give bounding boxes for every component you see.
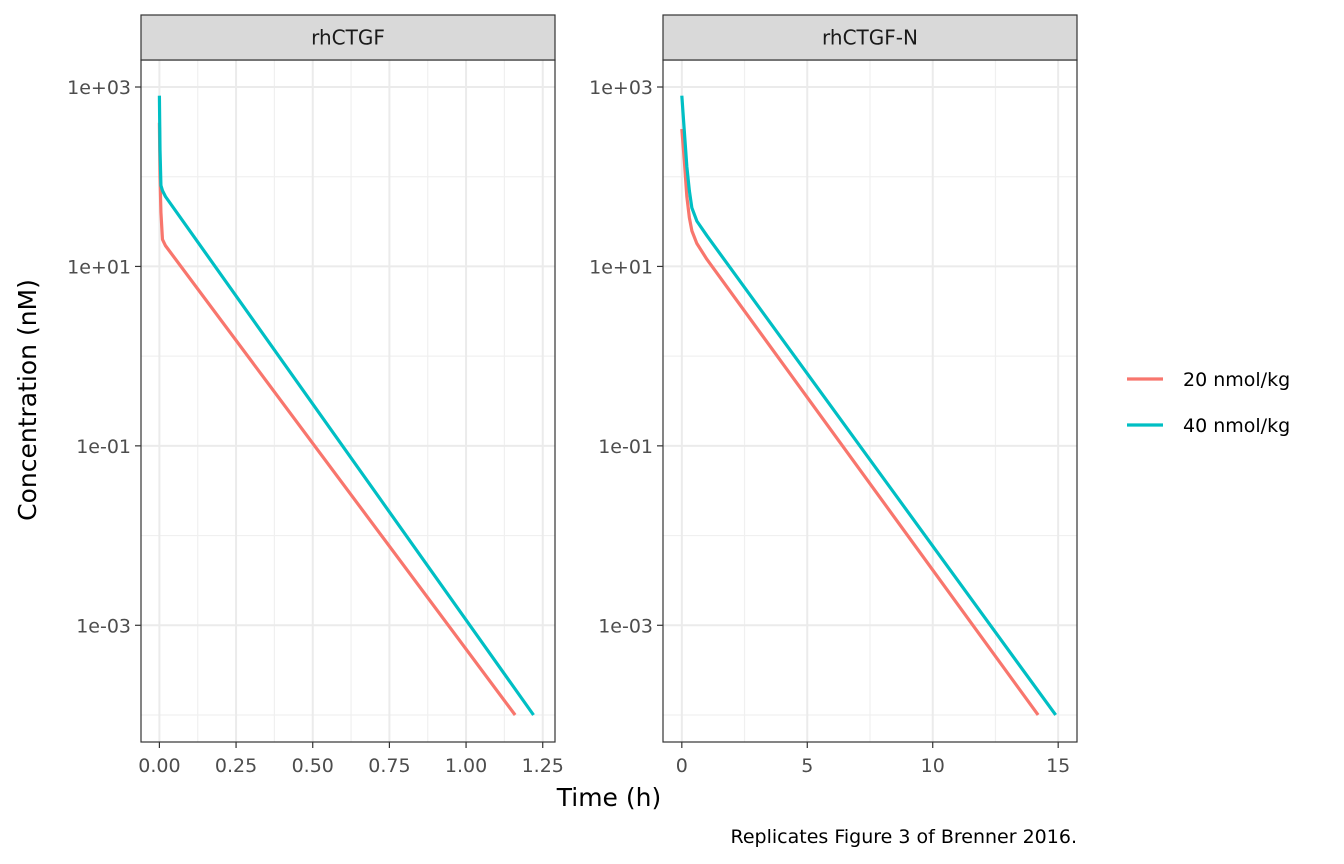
y-tick-label: 1e-03 <box>598 615 653 637</box>
caption: Replicates Figure 3 of Brenner 2016. <box>731 826 1078 848</box>
series-line <box>680 128 1040 716</box>
series-line <box>157 95 535 716</box>
facet-panel-1: rhCTGF-N 1e+03 1e+01 1e-01 1e-03 0 5 10 15 <box>589 14 1078 777</box>
y-axis-title: Concentration (nM) <box>13 279 42 521</box>
y-tick-label: 1e+01 <box>589 256 653 278</box>
x-tick-label: 10 <box>921 755 945 777</box>
x-tick-label: 1.00 <box>445 755 487 777</box>
x-tick-label: 0.75 <box>368 755 410 777</box>
facet-panel-0: rhCTGF 1e+03 1e+01 1e-01 1e-03 0.00 0.25 0.50 0.… <box>67 14 564 777</box>
legend-label: 20 nmol/kg <box>1183 369 1290 391</box>
series-line <box>680 95 1057 716</box>
y-tick-label: 1e+03 <box>589 77 653 99</box>
x-tick-label: 0.00 <box>138 755 180 777</box>
x-tick-label: 1.25 <box>522 755 564 777</box>
y-tick-label: 1e-01 <box>76 436 131 458</box>
panel-background <box>141 60 555 742</box>
y-tick-label: 1e-01 <box>598 436 653 458</box>
x-tick-label: 0.50 <box>292 755 334 777</box>
y-tick-label: 1e-03 <box>76 615 131 637</box>
facet-panels: rhCTGF 1e+03 1e+01 1e-01 1e-03 0.00 0.25 0.50 0.… <box>67 14 1078 777</box>
facet-strip-label: rhCTGF <box>311 26 385 50</box>
x-tick-label: 0.25 <box>215 755 257 777</box>
facet-strip-label: rhCTGF-N <box>822 26 918 50</box>
x-tick-label: 15 <box>1046 755 1070 777</box>
y-tick-label: 1e+01 <box>67 256 131 278</box>
facet-strip <box>140 14 556 61</box>
x-tick-label: 0 <box>676 755 688 777</box>
x-axis-title: Time (h) <box>556 783 661 812</box>
legend: 20 nmol/kg 40 nmol/kg <box>1127 369 1290 437</box>
x-tick-label: 5 <box>801 755 813 777</box>
legend-label: 40 nmol/kg <box>1183 415 1290 437</box>
facet-strip <box>662 14 1078 61</box>
y-tick-label: 1e+03 <box>67 77 131 99</box>
